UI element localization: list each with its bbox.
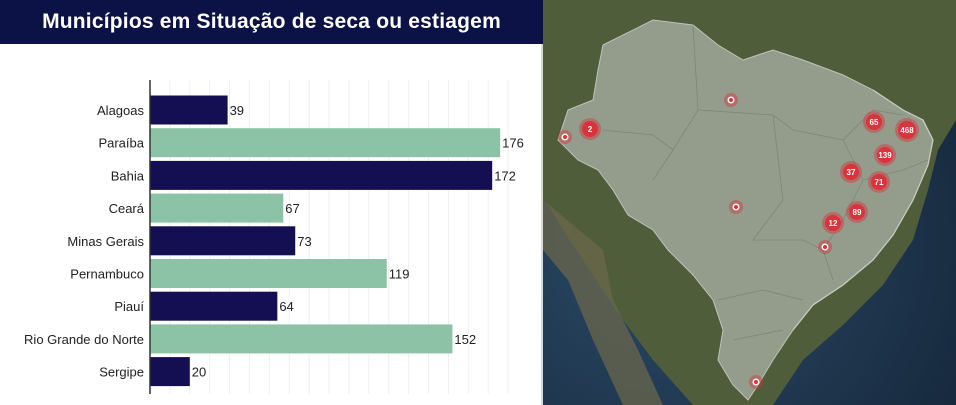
cluster-marker[interactable]: 71 <box>868 171 890 193</box>
cluster-markers: 2 65 468 139 37 <box>579 111 919 234</box>
value-label: 119 <box>389 267 410 282</box>
value-label: 152 <box>454 332 476 347</box>
svg-text:468: 468 <box>900 126 914 135</box>
bar[interactable] <box>150 357 190 387</box>
bar[interactable] <box>150 324 453 354</box>
svg-text:12: 12 <box>829 219 838 228</box>
category-label: Alagoas <box>97 103 144 118</box>
cluster-marker[interactable]: 468 <box>895 118 919 142</box>
map-marker-ring[interactable] <box>558 130 572 144</box>
value-label: 20 <box>192 365 206 380</box>
cluster-marker[interactable]: 12 <box>822 212 844 234</box>
bar[interactable] <box>150 95 228 125</box>
bar[interactable] <box>150 128 501 158</box>
cluster-marker[interactable]: 2 <box>579 118 601 140</box>
category-label: Pernambuco <box>70 267 144 282</box>
map-panel[interactable]: 2 65 468 139 37 <box>543 0 956 405</box>
bar[interactable] <box>150 226 296 256</box>
cluster-marker[interactable]: 89 <box>846 201 868 223</box>
value-label: 39 <box>230 103 244 118</box>
cluster-marker[interactable]: 65 <box>863 111 885 133</box>
svg-text:65: 65 <box>870 118 879 127</box>
value-label: 64 <box>279 299 293 314</box>
svg-text:71: 71 <box>875 178 884 187</box>
value-label: 67 <box>285 201 299 216</box>
bar[interactable] <box>150 259 387 288</box>
category-label: Paraíba <box>98 136 144 151</box>
andes-region <box>543 200 663 405</box>
bar[interactable] <box>150 160 493 190</box>
category-label: Sergipe <box>99 365 144 380</box>
satellite-map[interactable]: 2 65 468 139 37 <box>543 0 956 405</box>
category-label: Ceará <box>109 201 145 216</box>
map-marker-ring[interactable] <box>724 93 738 107</box>
svg-text:37: 37 <box>847 168 856 177</box>
brazil-highlight <box>557 19 934 401</box>
cluster-marker[interactable]: 37 <box>840 161 862 183</box>
bar[interactable] <box>150 291 278 321</box>
map-markers <box>558 93 832 389</box>
svg-text:89: 89 <box>853 208 862 217</box>
coastline-highlight <box>792 89 934 331</box>
map-marker-ring[interactable] <box>749 375 763 389</box>
bar[interactable] <box>150 193 284 223</box>
bar-chart: Alagoas 39 Paraíba 176 Bahia 172 Ceará 67 Minas … <box>24 80 524 394</box>
category-label: Minas Gerais <box>67 234 144 249</box>
chart-panel: Municípios em Situação de seca ou estiag… <box>0 0 543 405</box>
svg-text:139: 139 <box>878 151 892 160</box>
cluster-marker[interactable]: 139 <box>874 144 896 166</box>
category-label: Piauí <box>114 299 144 314</box>
map-marker-ring[interactable] <box>729 200 743 214</box>
value-label: 176 <box>502 136 524 151</box>
category-label: Rio Grande do Norte <box>24 332 144 347</box>
value-label: 73 <box>297 234 311 249</box>
svg-text:2: 2 <box>588 125 593 134</box>
category-label: Bahia <box>111 168 145 183</box>
map-marker-ring[interactable] <box>818 240 832 254</box>
value-label: 172 <box>494 168 516 183</box>
chart-title: Municípios em Situação de seca ou estiag… <box>0 0 543 44</box>
